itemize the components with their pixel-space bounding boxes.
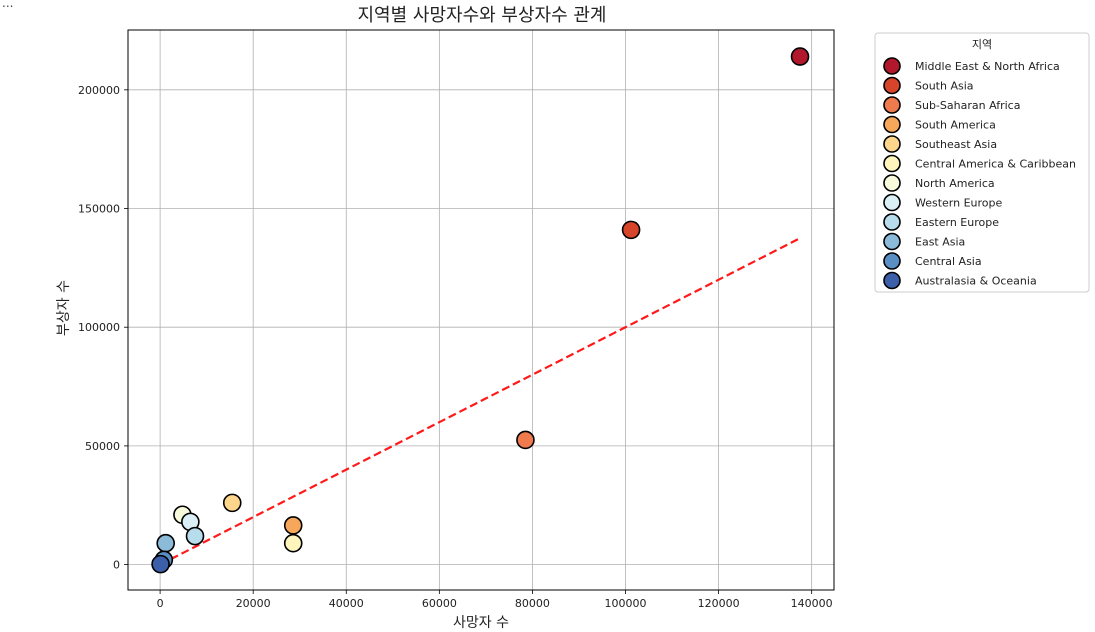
y-tick-label: 100000 [78, 321, 120, 334]
legend-frame [874, 32, 1090, 293]
data-point [283, 516, 303, 535]
x-tick-label: 40000 [329, 597, 364, 610]
axis-ticks: 0 20000 40000 60000 80000 100000 120000 140000 0… [78, 84, 833, 610]
data-point [790, 47, 810, 66]
y-axis-label: 부상자 수 [56, 280, 72, 336]
legend: 지역 Middle East & North Africa South Asia S… [874, 32, 1090, 293]
y-tick-label: 150000 [78, 203, 120, 216]
x-tick-label: 120000 [698, 597, 740, 610]
trendline [159, 237, 801, 566]
x-tick-label: 100000 [605, 597, 647, 610]
grid-lines [128, 30, 834, 590]
x-tick-label: 80000 [515, 597, 550, 610]
legend-marker [883, 154, 901, 173]
legend-label: Western Europe [915, 197, 1003, 210]
legend-label: Southeast Asia [915, 138, 997, 151]
x-tick-label: 20000 [236, 597, 271, 610]
legend-marker [883, 115, 901, 134]
legend-label: Middle East & North Africa [915, 60, 1060, 73]
legend-marker [883, 271, 901, 290]
plot-area-frame [127, 29, 835, 591]
y-tick-label: 200000 [78, 84, 120, 97]
legend-marker [883, 96, 901, 114]
cell-output-ellipsis: ... [2, 0, 14, 10]
legend-marker [883, 232, 901, 251]
legend-marker [883, 213, 901, 231]
data-point [151, 554, 170, 574]
data-point [283, 533, 303, 553]
x-tick-label: 140000 [791, 597, 833, 610]
x-axis-label: 사망자 수 [453, 615, 509, 631]
data-point [185, 526, 205, 546]
legend-marker [883, 252, 901, 270]
legend-label: South America [915, 119, 996, 132]
legend-marker [883, 76, 901, 95]
y-tick-label: 0 [113, 559, 120, 572]
legend-label: Central America & Caribbean [915, 158, 1076, 171]
data-points [151, 47, 810, 574]
legend-items: Middle East & North Africa South Asia Sub-… [883, 57, 1076, 290]
legend-title: 지역 [972, 38, 992, 51]
legend-label: South Asia [915, 80, 974, 93]
legend-marker [883, 174, 901, 192]
trendline-layer [159, 237, 801, 566]
legend-marker [883, 193, 901, 212]
data-point [156, 533, 175, 553]
legend-label: North America [915, 177, 995, 190]
chart-title: 지역별 사망자수와 부상자수 관계 [357, 5, 606, 26]
x-tick-label: 0 [157, 597, 164, 610]
legend-label: Eastern Europe [915, 216, 999, 229]
data-point [516, 430, 535, 450]
legend-marker [883, 57, 901, 75]
data-point [222, 493, 242, 513]
y-tick-label: 50000 [85, 440, 120, 453]
legend-label: Australasia & Oceania [915, 275, 1037, 288]
data-point [621, 220, 641, 240]
legend-label: East Asia [915, 236, 965, 249]
legend-label: Central Asia [915, 255, 982, 268]
legend-marker [883, 135, 901, 153]
x-tick-label: 60000 [422, 597, 457, 610]
legend-label: Sub-Saharan Africa [915, 99, 1020, 112]
